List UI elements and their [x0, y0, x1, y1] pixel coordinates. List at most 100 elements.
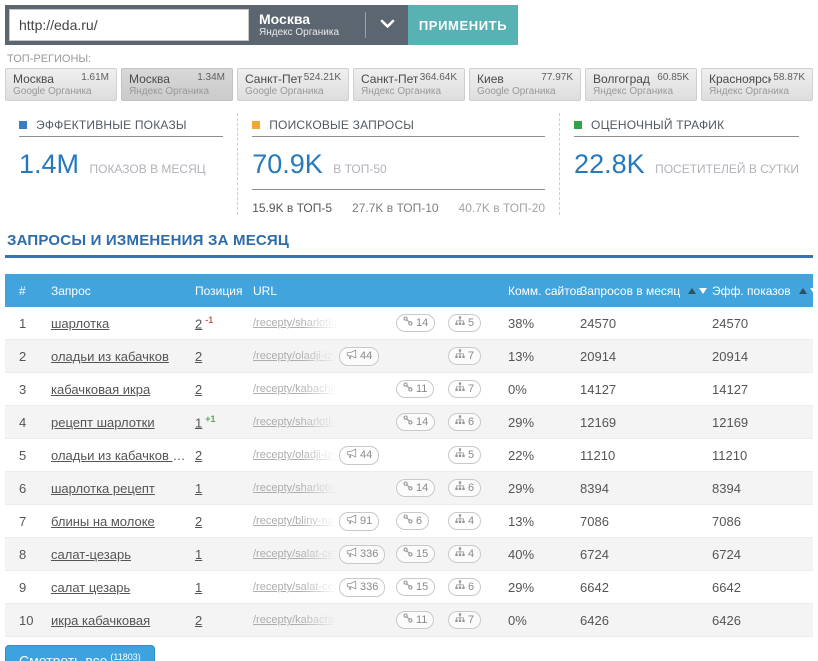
- monthly-queries-value: 8394: [580, 480, 609, 496]
- ads-count: 44: [360, 349, 373, 362]
- region-dropdown-button[interactable]: [366, 5, 408, 45]
- url-link[interactable]: /recepty/oladji-iz-kab: [253, 449, 339, 461]
- links-count-badge[interactable]: 14: [396, 479, 436, 497]
- query-link[interactable]: кабачковая икра: [51, 381, 151, 397]
- depth-count-badge[interactable]: 6: [448, 413, 482, 431]
- links-count-badge[interactable]: 15: [396, 578, 436, 596]
- apply-button[interactable]: ПРИМЕНИТЬ: [408, 5, 518, 45]
- topbar-divider: [365, 12, 366, 38]
- sort-asc-icon[interactable]: [688, 287, 697, 294]
- eff-impressions-value: 8394: [712, 480, 741, 496]
- ads-count-badge[interactable]: 44: [339, 346, 380, 366]
- query-link[interactable]: салат-цезарь: [51, 546, 131, 562]
- region-tab-5[interactable]: Волгоград 60.85K Яндекс Органика: [585, 68, 697, 101]
- region-tab-3[interactable]: Санкт-Петербург 364.64K Яндекс Органика: [353, 68, 465, 101]
- sort-desc-icon[interactable]: [699, 287, 708, 294]
- show-all-label: Смотреть все: [19, 652, 108, 661]
- commercial-percent: 29%: [508, 579, 535, 595]
- header-impressions-sort[interactable]: Эфф. показов: [704, 284, 818, 298]
- links-count-badge[interactable]: 14: [396, 413, 436, 431]
- sitemap-icon: [455, 481, 465, 494]
- top20-value: 40.7K в ТОП-20: [458, 201, 546, 215]
- position-link[interactable]: 1: [195, 415, 203, 431]
- query-link[interactable]: рецепт шарлотки: [51, 414, 155, 430]
- links-count-badge[interactable]: 14: [396, 314, 436, 332]
- show-all-button[interactable]: Смотреть все (11803): [5, 645, 155, 661]
- table-row: 9 салат цезарь 1 /recepty/salat-cezar 33…: [5, 571, 813, 604]
- stat-card-queries: ПОИСКОВЫЕ ЗАПРОСЫ 70.9K В ТОП-50 15.9K в…: [237, 113, 559, 215]
- depth-count-badge[interactable]: 4: [448, 512, 482, 530]
- depth-count-badge[interactable]: 5: [448, 446, 482, 464]
- commercial-percent: 40%: [508, 546, 535, 562]
- ads-count-badge[interactable]: 91: [339, 511, 380, 531]
- url-link[interactable]: /recepty/sharlotka: [253, 317, 339, 329]
- query-link[interactable]: салат цезарь: [51, 579, 131, 595]
- position-link[interactable]: 2: [195, 381, 203, 397]
- depth-count-badge[interactable]: 7: [448, 380, 482, 398]
- query-link[interactable]: блины на молоке: [51, 513, 155, 529]
- position-link[interactable]: 1: [195, 579, 203, 595]
- monthly-queries-value: 24570: [580, 315, 617, 331]
- depth-count-badge[interactable]: 5: [448, 314, 482, 332]
- region-selector[interactable]: Москва Яндекс Органика: [249, 5, 365, 45]
- position-link[interactable]: 1: [195, 546, 203, 562]
- queries-table: # Запрос Позиция URL Комм. сайтов Запрос…: [5, 274, 818, 637]
- ads-count: 336: [360, 547, 379, 560]
- header-monthly-sort[interactable]: Запросов в месяц: [572, 284, 708, 298]
- links-count: 11: [416, 613, 428, 626]
- stat-value: 22.8K: [574, 149, 645, 179]
- url-link[interactable]: /recepty/sharlotka: [253, 482, 339, 494]
- url-link[interactable]: /recepty/bliny-na-mo: [253, 515, 339, 527]
- depth-count-badge[interactable]: 7: [448, 611, 482, 629]
- position-link[interactable]: 2: [195, 513, 203, 529]
- ads-count: 91: [360, 514, 373, 527]
- depth-count-badge[interactable]: 7: [448, 347, 482, 365]
- query-link[interactable]: оладьи из кабачков рецепт: [51, 447, 187, 463]
- sitemap-icon: [455, 613, 465, 626]
- ads-count-badge[interactable]: 336: [339, 577, 386, 597]
- url-link[interactable]: /recepty/kabachkova: [253, 383, 339, 395]
- region-tab-1[interactable]: Москва 1.34M Яндекс Органика: [121, 68, 233, 101]
- query-link[interactable]: шарлотка: [51, 315, 110, 331]
- sort-desc-icon[interactable]: [809, 287, 818, 294]
- position-link[interactable]: 2: [195, 316, 203, 332]
- query-link[interactable]: оладьи из кабачков: [51, 348, 169, 364]
- depth-count-badge[interactable]: 6: [448, 578, 482, 596]
- megaphone-icon: [346, 349, 357, 363]
- query-link[interactable]: икра кабачковая: [51, 612, 151, 628]
- links-count-badge[interactable]: 6: [396, 512, 430, 530]
- depth-count-badge[interactable]: 4: [448, 545, 482, 563]
- region-tab-4[interactable]: Киев 77.97K Google Органика: [469, 68, 581, 101]
- stat-title: ПОИСКОВЫЕ ЗАПРОСЫ: [269, 117, 415, 132]
- url-link[interactable]: /recepty/salat-cezar: [253, 548, 339, 560]
- position-link[interactable]: 1: [195, 480, 203, 496]
- position-link[interactable]: 2: [195, 612, 203, 628]
- depth-count-badge[interactable]: 6: [448, 479, 482, 497]
- region-tab-0[interactable]: Москва 1.61M Google Органика: [5, 68, 117, 101]
- commercial-percent: 13%: [508, 348, 535, 364]
- table-row: 5 оладьи из кабачков рецепт 2 /recepty/o…: [5, 439, 813, 472]
- url-link[interactable]: /recepty/kabachkova: [253, 614, 339, 626]
- url-link[interactable]: /recepty/sharlotka: [253, 416, 339, 428]
- position-link[interactable]: 2: [195, 447, 203, 463]
- position-link[interactable]: 2: [195, 348, 203, 364]
- links-count-badge[interactable]: 11: [396, 611, 435, 629]
- url-link[interactable]: /recepty/salat-cezar: [253, 581, 339, 593]
- table-header: # Запрос Позиция URL Комм. сайтов Запрос…: [5, 274, 818, 307]
- region-tab-6[interactable]: Красноярск 58.87K Яндекс Органика: [701, 68, 813, 101]
- ads-count-badge[interactable]: 44: [339, 445, 380, 465]
- commercial-percent: 0%: [508, 381, 527, 397]
- depth-count: 4: [468, 514, 475, 527]
- url-input[interactable]: [9, 9, 249, 41]
- links-count-badge[interactable]: 15: [396, 545, 436, 563]
- stat-value: 70.9K: [252, 149, 323, 179]
- region-tab-city: Санкт-Петербург: [361, 72, 418, 86]
- region-tab-engine: Яндекс Органика: [709, 86, 789, 97]
- region-tab-engine: Яндекс Органика: [361, 86, 441, 97]
- region-tab-2[interactable]: Санкт-Петербург 524.21K Google Органика: [237, 68, 349, 101]
- query-link[interactable]: шарлотка рецепт: [51, 480, 155, 496]
- ads-count-badge[interactable]: 336: [339, 544, 386, 564]
- url-link[interactable]: /recepty/oladji-iz-kab: [253, 350, 339, 362]
- sort-asc-icon[interactable]: [798, 287, 807, 294]
- links-count-badge[interactable]: 11: [396, 380, 435, 398]
